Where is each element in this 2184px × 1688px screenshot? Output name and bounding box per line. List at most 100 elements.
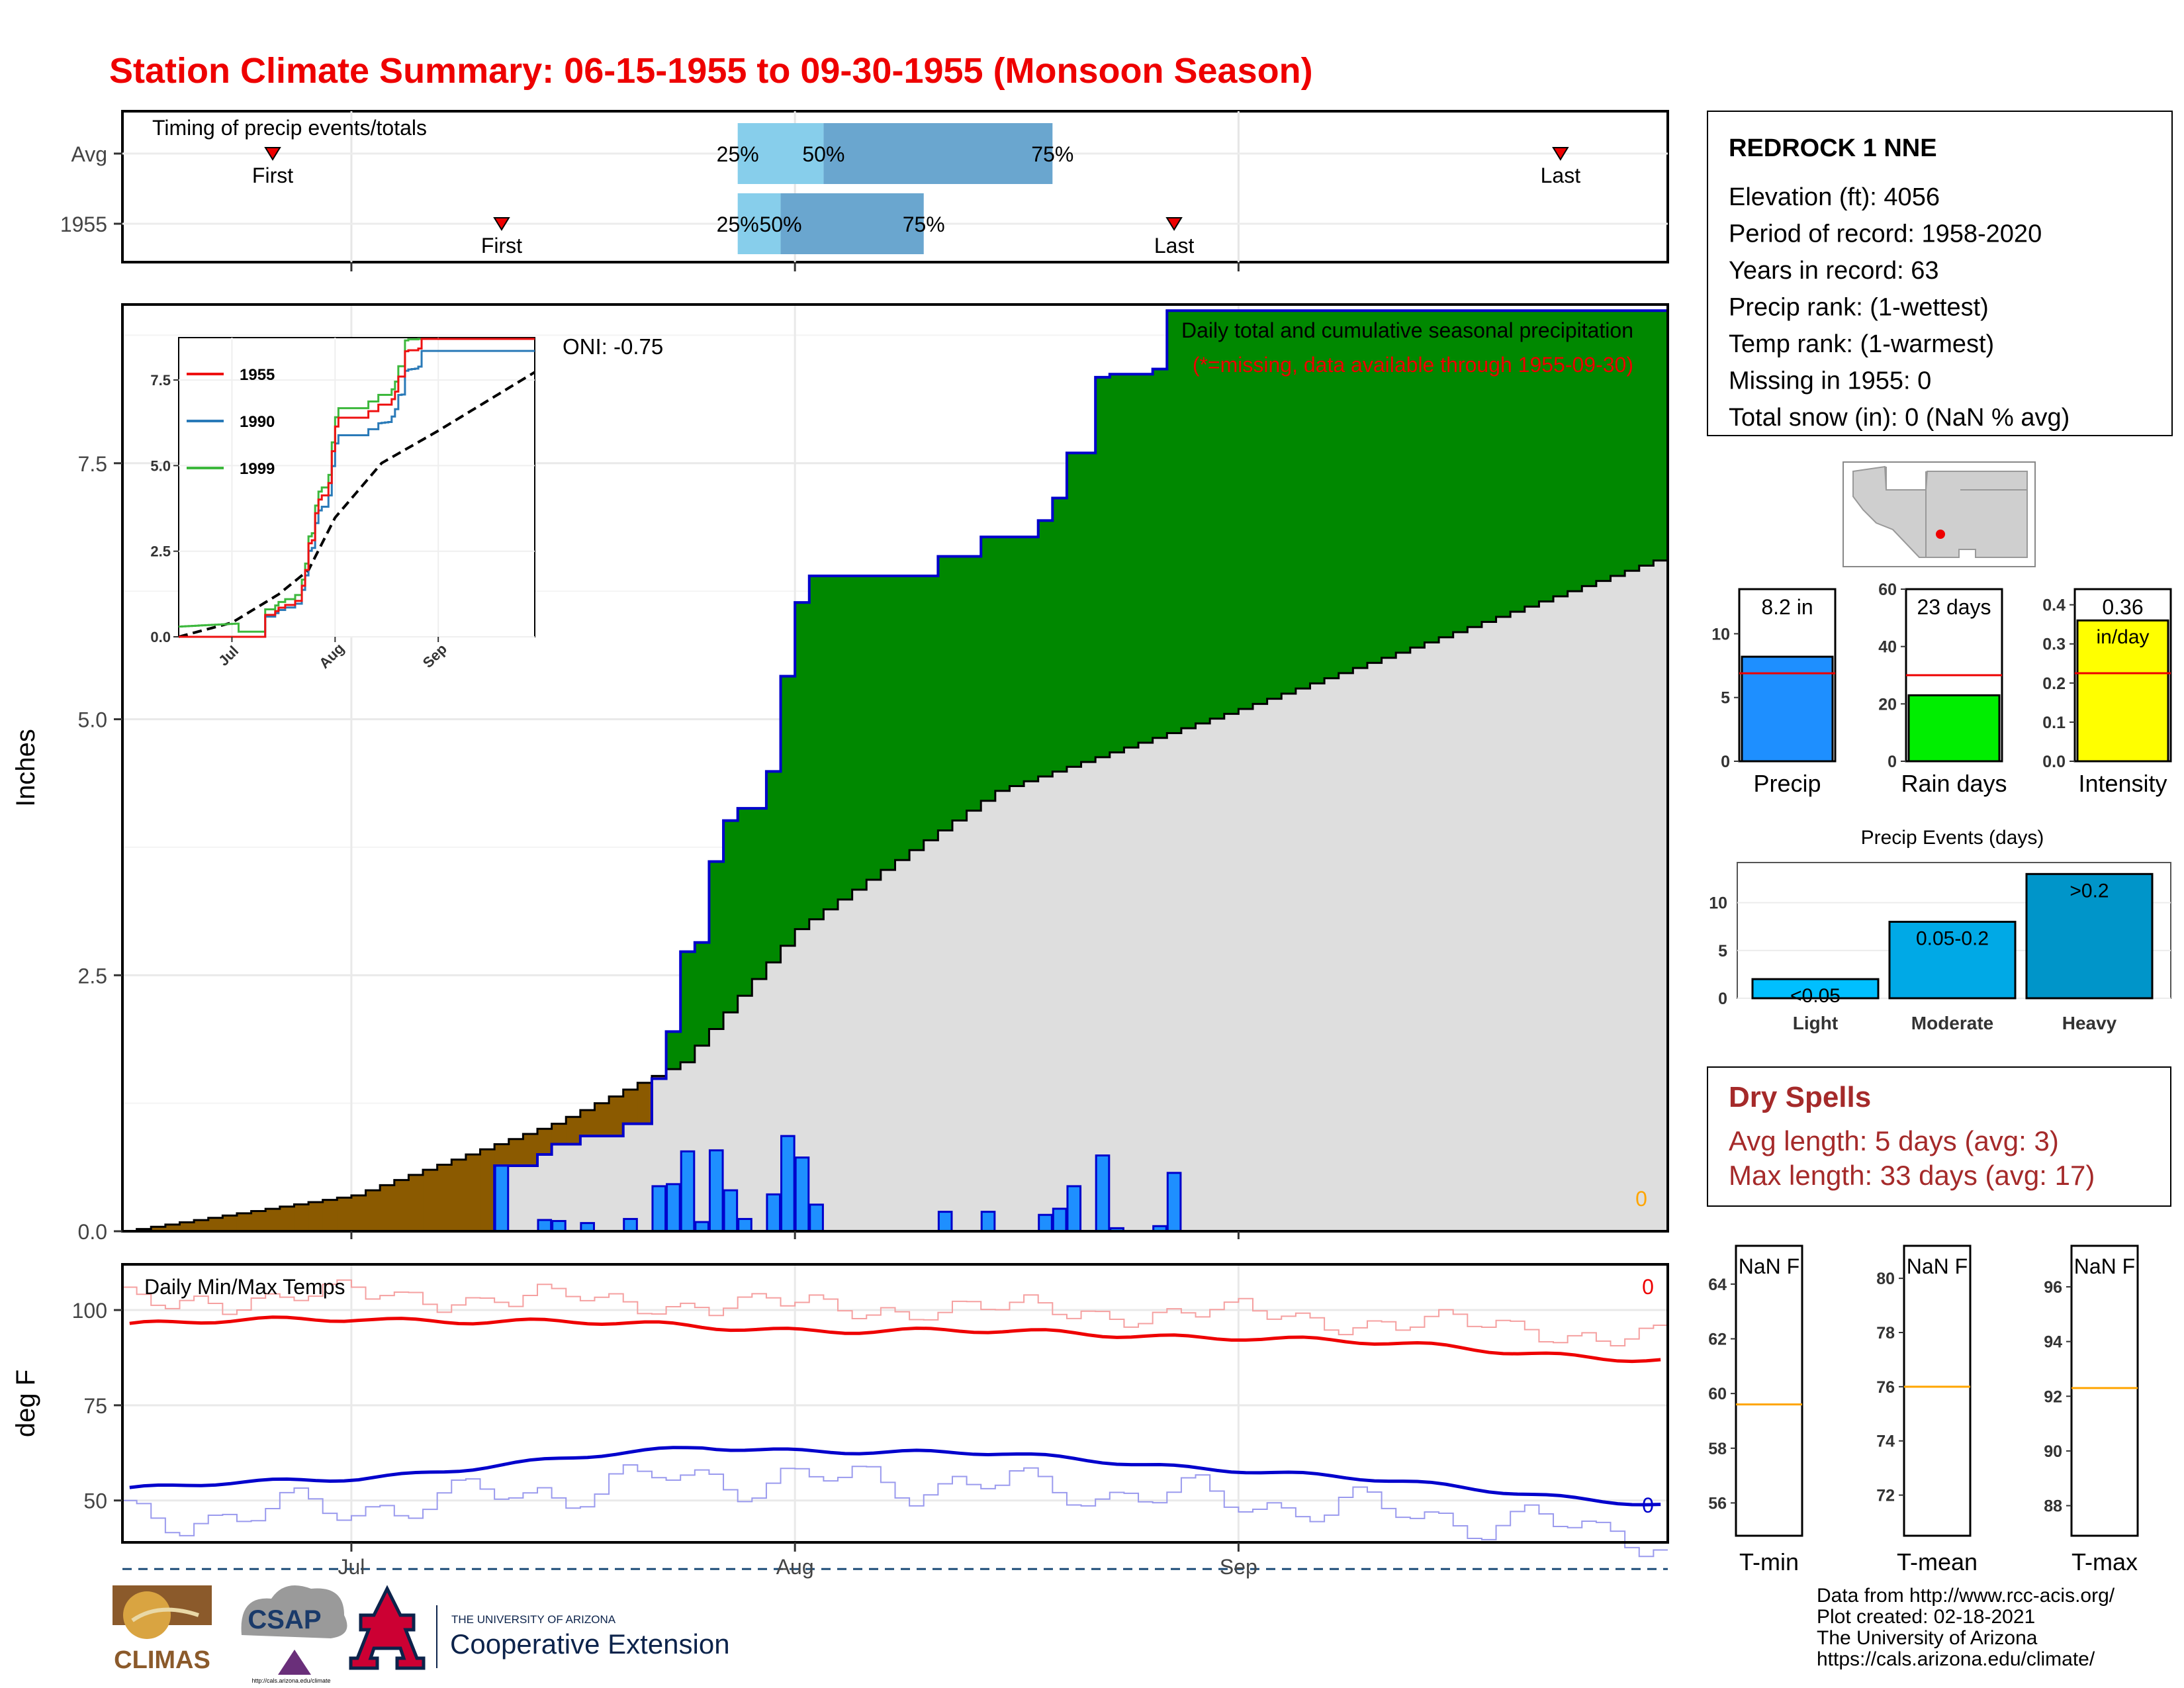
summary-ytick-label: 0.4 — [2042, 596, 2066, 615]
event-value-label: >0.2 — [2070, 880, 2109, 902]
above-average-segment — [1238, 310, 1253, 710]
avg-max-temp-line — [129, 1315, 1661, 1364]
inset-ytick-label: 2.5 — [150, 543, 171, 560]
above-average-segment — [1496, 310, 1511, 617]
daily-precip-bar — [494, 1164, 510, 1233]
below-average-segment — [151, 1227, 166, 1231]
above-average-segment — [1267, 310, 1282, 699]
arizona-map — [1843, 461, 2036, 567]
event-value-label: <0.05 — [1790, 985, 1841, 1007]
above-average-segment — [1539, 310, 1554, 602]
temp-panel-ytick-label: 80 — [1876, 1270, 1895, 1288]
dry-spells-box — [1707, 1066, 2171, 1207]
inset-frame — [178, 337, 535, 637]
temp-panel-value-label: NaN F — [1907, 1254, 1968, 1278]
first-event-marker — [264, 147, 281, 161]
daily-precip-bar — [1095, 1154, 1111, 1233]
station-info-line: Missing in 1955: 0 — [1729, 367, 1931, 395]
main-ytick-label: 5.0 — [78, 708, 107, 732]
below-average-segment — [394, 1180, 410, 1231]
main-ytick-label: 2.5 — [78, 964, 107, 988]
temp-panel-ytick-label: 74 — [1876, 1432, 1895, 1451]
summary-value-bar — [2076, 619, 2169, 763]
station-info-line: Temp rank: (1-warmest) — [1729, 330, 1994, 358]
below-average-segment — [308, 1202, 324, 1231]
daily-precip-bar — [537, 1219, 553, 1233]
climatology-area — [122, 560, 1668, 1231]
below-average-segment — [480, 1149, 495, 1231]
q75-label: 75% — [1031, 142, 1073, 166]
above-average-segment — [1152, 369, 1167, 738]
temps-ytick-label: 50 — [83, 1489, 107, 1513]
temp-summary-panels: 56 58 60 62 64 NaN F T-min 72 74 76 78 80 NaN F T-mea… — [1708, 1244, 2139, 1575]
above-average-segment — [1109, 374, 1125, 753]
event-category-label: Light — [1793, 1013, 1838, 1033]
above-average-segment — [923, 575, 938, 841]
above-average-segment — [766, 771, 782, 962]
temp-panel-ytick-label: 96 — [2044, 1278, 2062, 1297]
summary-ytick-label: 20 — [1878, 695, 1897, 714]
event-bar — [1751, 978, 1880, 1000]
last-event-marker — [1165, 217, 1183, 231]
quartile-25-50-bar — [737, 193, 781, 254]
below-average-segment — [194, 1220, 209, 1231]
below-average-segment — [609, 1096, 624, 1137]
above-average-segment — [1524, 310, 1540, 607]
above-average-segment — [1424, 310, 1439, 643]
above-average-segment — [1195, 310, 1210, 724]
below-average-segment — [365, 1190, 381, 1231]
station-name: REDROCK 1 NNE — [1729, 134, 1937, 162]
daily-precip-bar — [1066, 1185, 1082, 1233]
daily-precip-bar — [794, 1156, 810, 1233]
below-average-segment — [208, 1217, 223, 1231]
timing-row-label: 1955 — [60, 212, 107, 236]
above-average-segment — [1625, 310, 1640, 571]
above-average-segment — [995, 537, 1011, 791]
dry-spells-title: Dry Spells — [1729, 1081, 1871, 1113]
daily-precip-bar — [1052, 1207, 1068, 1233]
dry-spells: Dry Spells Avg length: 5 days (avg: 3) M… — [1707, 1066, 2171, 1207]
above-average-segment — [838, 575, 853, 900]
temp-panel-ytick-label: 78 — [1876, 1324, 1895, 1342]
below-average-segment — [637, 1082, 653, 1124]
temp-panel-ytick-label: 72 — [1876, 1487, 1895, 1505]
summary-ytick-label: 5 — [1721, 689, 1730, 708]
above-average-segment — [795, 602, 810, 929]
daily-precip-bar — [651, 1185, 667, 1233]
below-average-segment — [351, 1195, 367, 1231]
temp-panel-frame — [1735, 1244, 1803, 1537]
q50-label: 50% — [760, 212, 802, 236]
missing-count: 0 — [1635, 1187, 1647, 1211]
avg-min-temp-line — [129, 1446, 1661, 1507]
csap-logo-url: http://cals.arizona.edu/climate — [251, 1677, 330, 1684]
climas-logo-text: CLIMAS — [114, 1646, 210, 1674]
above-average-segment — [1253, 310, 1268, 704]
below-average-segment — [651, 1076, 667, 1079]
above-average-segment — [1310, 310, 1325, 684]
last-event-label: Last — [1154, 234, 1195, 258]
timing-label: Timing of precip events/totals — [152, 116, 427, 140]
below-average-segment — [380, 1185, 395, 1231]
climas-logo-swoosh — [131, 1607, 199, 1622]
summary-ytick-label: 0.0 — [2042, 753, 2066, 771]
above-average-segment — [1224, 310, 1239, 714]
x-axis-month-label: Aug — [776, 1555, 814, 1579]
ua-small-text: THE UNIVERSITY OF ARIZONA — [451, 1613, 616, 1626]
missing-note: (*=missing, data available through 1955-… — [1193, 353, 1633, 377]
footer: Data from http://www.rcc-acis.org/Plot c… — [1817, 1585, 2115, 1670]
csap-logo-text: CSAP — [248, 1605, 321, 1634]
below-average-segment — [437, 1164, 452, 1231]
temps-ylabel: deg F — [11, 1370, 40, 1437]
above-average-segment — [780, 676, 796, 946]
summary-bar-label: Rain days — [1901, 770, 2007, 797]
below-average-segment — [465, 1154, 481, 1231]
above-average-segment — [1338, 310, 1353, 673]
below-average-segment — [236, 1213, 252, 1231]
footer-line: Plot created: 02-18-2021 — [1817, 1606, 2035, 1628]
summary-bar-label: Intensity — [2078, 770, 2167, 797]
below-average-segment — [523, 1134, 538, 1166]
summary-bars: 0 5 10 8.2 in Precip 0 20 40 60 23 days Rain days 0… — [1711, 581, 2172, 797]
quartile-50-75-bar — [780, 193, 924, 254]
last-event-label: Last — [1541, 164, 1581, 187]
